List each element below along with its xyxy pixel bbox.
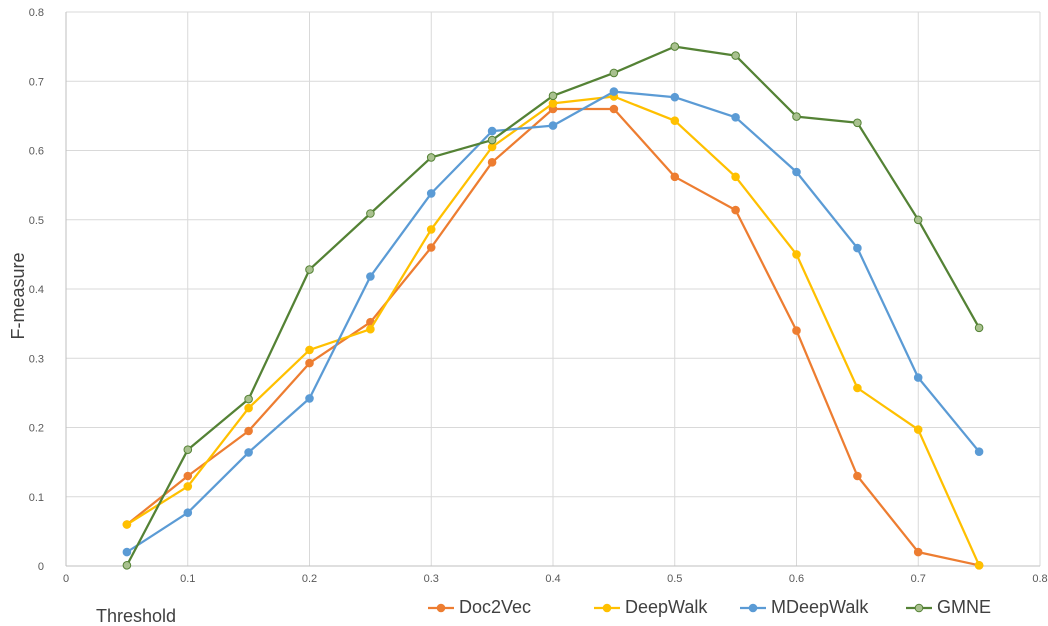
data-point-deepwalk	[122, 520, 132, 529]
x-axis-title: Threshold	[96, 606, 176, 626]
data-point-mdeepwalk	[792, 167, 801, 177]
data-point-doc2vec	[731, 205, 740, 215]
data-point-gmne	[913, 215, 923, 225]
y-tick-label: 0.6	[29, 146, 44, 158]
data-point-deepwalk	[244, 403, 253, 413]
data-point-gmne	[853, 118, 862, 128]
legend-label-mdeepwalk: MDeepWalk	[771, 597, 869, 617]
data-point-doc2vec	[426, 243, 436, 252]
series-layer	[122, 42, 984, 570]
data-point-doc2vec	[487, 158, 497, 167]
legend-marker-doc2vec	[436, 603, 446, 613]
axes: 0 0.1 0.2 0.3 0.4 0.5 0.6 0.7 0.8 0 0.1 0.2 0.3 0.4 0.…	[29, 7, 1048, 585]
data-point-mdeepwalk	[244, 448, 253, 457]
y-tick-label: 0.4	[29, 284, 44, 296]
data-point-doc2vec	[183, 471, 193, 481]
data-point-mdeepwalk	[853, 243, 862, 253]
x-tick-label: 0.5	[667, 573, 682, 585]
y-tick-label: 0.8	[29, 7, 44, 19]
data-point-gmne	[731, 51, 740, 60]
legend-marker-mdeepwalk	[748, 603, 758, 613]
data-point-mdeepwalk	[487, 126, 497, 136]
legend-label-doc2vec: Doc2Vec	[459, 597, 531, 617]
data-point-deepwalk	[366, 324, 375, 334]
data-point-mdeepwalk	[974, 447, 984, 457]
data-point-doc2vec	[305, 358, 314, 368]
y-tick-label: 0.2	[29, 423, 44, 435]
series-deepwalk	[122, 92, 984, 570]
data-point-gmne	[366, 209, 375, 218]
data-point-deepwalk	[548, 99, 558, 108]
y-tick-label: 0.5	[29, 215, 44, 227]
data-point-doc2vec	[792, 326, 801, 335]
series-gmne	[122, 42, 984, 570]
data-point-gmne	[792, 112, 801, 121]
y-axis-title: F-measure	[8, 252, 28, 339]
data-point-mdeepwalk	[548, 121, 558, 130]
data-point-deepwalk	[853, 383, 862, 393]
data-point-gmne	[426, 153, 436, 162]
data-point-mdeepwalk	[913, 373, 923, 382]
data-point-deepwalk	[670, 116, 680, 125]
legend-label-deepwalk: DeepWalk	[625, 597, 708, 617]
legend-marker-deepwalk	[602, 603, 612, 613]
y-tick-label: 0	[38, 561, 44, 573]
x-tick-label: 0.1	[180, 573, 195, 585]
data-point-mdeepwalk	[122, 547, 132, 557]
data-point-doc2vec	[670, 172, 680, 182]
data-point-mdeepwalk	[731, 113, 740, 122]
legend: Doc2Vec DeepWalk MDeepWalk GMNE	[428, 597, 991, 617]
x-tick-label: 0.2	[302, 573, 317, 585]
legend-item-gmne: GMNE	[906, 597, 991, 617]
data-point-gmne	[244, 394, 253, 404]
data-point-gmne	[183, 445, 193, 455]
data-point-gmne	[609, 68, 619, 78]
data-point-deepwalk	[913, 425, 923, 434]
data-point-mdeepwalk	[426, 189, 436, 198]
data-point-gmne	[670, 42, 680, 51]
data-point-gmne	[305, 265, 314, 274]
data-point-mdeepwalk	[609, 87, 619, 96]
y-tick-label: 0.1	[29, 492, 44, 504]
data-point-mdeepwalk	[305, 394, 314, 403]
data-point-mdeepwalk	[366, 272, 375, 281]
legend-marker-gmne	[914, 603, 924, 613]
data-point-deepwalk	[426, 225, 436, 234]
data-point-doc2vec	[853, 471, 862, 481]
series-mdeepwalk	[122, 87, 984, 557]
data-point-gmne	[122, 561, 132, 570]
data-point-doc2vec	[913, 547, 923, 557]
y-tick-label: 0.3	[29, 353, 44, 365]
x-tick-label: 0.3	[424, 573, 439, 585]
x-tick-label: 0.4	[545, 573, 560, 585]
legend-item-doc2vec: Doc2Vec	[428, 597, 531, 617]
x-tick-label: 0.7	[911, 573, 926, 585]
data-point-deepwalk	[731, 172, 740, 182]
data-point-deepwalk	[183, 482, 193, 491]
x-tick-label: 0.8	[1032, 573, 1047, 585]
legend-item-deepwalk: DeepWalk	[594, 597, 708, 617]
data-point-gmne	[974, 323, 984, 333]
data-point-mdeepwalk	[670, 92, 680, 102]
data-point-doc2vec	[609, 104, 619, 114]
data-point-mdeepwalk	[183, 508, 193, 518]
data-point-deepwalk	[974, 561, 984, 570]
legend-label-gmne: GMNE	[937, 597, 991, 617]
series-doc2vec	[122, 104, 984, 570]
legend-item-mdeepwalk: MDeepWalk	[740, 597, 869, 617]
data-point-doc2vec	[244, 426, 253, 436]
data-point-gmne	[548, 91, 558, 101]
y-tick-label: 0.7	[29, 76, 44, 88]
x-tick-label: 0	[63, 573, 69, 585]
data-point-gmne	[487, 135, 497, 145]
x-tick-label: 0.6	[789, 573, 804, 585]
data-point-deepwalk	[792, 250, 801, 259]
data-point-deepwalk	[305, 345, 314, 355]
